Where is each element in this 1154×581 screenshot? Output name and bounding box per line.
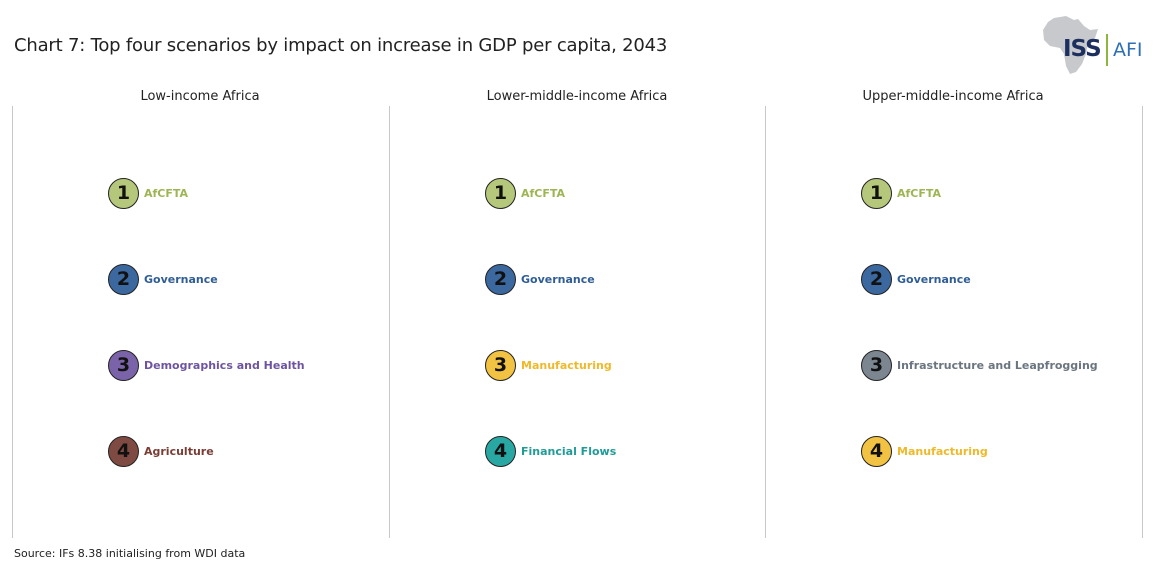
rank-badge: 4 [108,435,139,467]
scenario-label: Governance [144,272,218,286]
rank-badge: 1 [108,177,139,209]
rank-badge: 2 [485,263,516,295]
scenario-label: Manufacturing [897,444,988,458]
scenario-label: AfCFTA [521,186,566,200]
logo-divider [1106,34,1108,66]
scenario-label: Governance [521,272,595,286]
africa-map-icon [1043,16,1098,74]
rank-badge: 1 [861,177,892,209]
rank-badge: 4 [485,435,516,467]
divider-line [765,106,766,538]
rank-badge: 3 [108,349,139,381]
scenario-label: Governance [897,272,971,286]
scenario-item: 3 Demographics and Health [108,348,305,382]
iss-afi-logo: ISS AFI [1040,14,1150,76]
scenario-item: 4 Manufacturing [861,434,988,468]
panel-title-lower-middle-income: Lower-middle-income Africa [486,89,668,104]
rank-badge: 3 [861,349,892,381]
panel-title-low-income: Low-income Africa [140,89,260,104]
divider-line [1142,106,1143,538]
scenario-item: 2 Governance [861,262,971,296]
divider-line [389,106,390,538]
divider-line [12,106,13,538]
logo-afi-text: AFI [1113,39,1143,61]
scenario-item: 1 AfCFTA [485,176,565,210]
rank-badge: 2 [861,263,892,295]
scenario-item: 3 Manufacturing [485,348,612,382]
scenario-label: AfCFTA [144,186,189,200]
scenario-label: Infrastructure and Leapfrogging [897,358,1098,372]
panel-title-upper-middle-income: Upper-middle-income Africa [862,89,1044,104]
scenario-item: 4 Agriculture [108,434,214,468]
scenario-item: 3 Infrastructure and Leapfrogging [861,348,1098,382]
scenario-label: Demographics and Health [144,358,305,372]
scenario-item: 4 Financial Flows [485,434,616,468]
scenario-item: 2 Governance [108,262,218,296]
rank-badge: 1 [485,177,516,209]
rank-badge: 4 [861,435,892,467]
rank-badge: 3 [485,349,516,381]
scenario-item: 1 AfCFTA [861,176,941,210]
chart-title: Chart 7: Top four scenarios by impact on… [14,35,668,56]
logo-iss-text: ISS [1063,36,1102,62]
scenario-label: Financial Flows [521,444,617,458]
scenario-label: AfCFTA [897,186,942,200]
scenario-label: Agriculture [144,444,214,458]
scenario-item: 2 Governance [485,262,595,296]
source-note: Source: IFs 8.38 initialising from WDI d… [14,547,246,560]
scenario-item: 1 AfCFTA [108,176,188,210]
scenario-label: Manufacturing [521,358,612,372]
rank-badge: 2 [108,263,139,295]
